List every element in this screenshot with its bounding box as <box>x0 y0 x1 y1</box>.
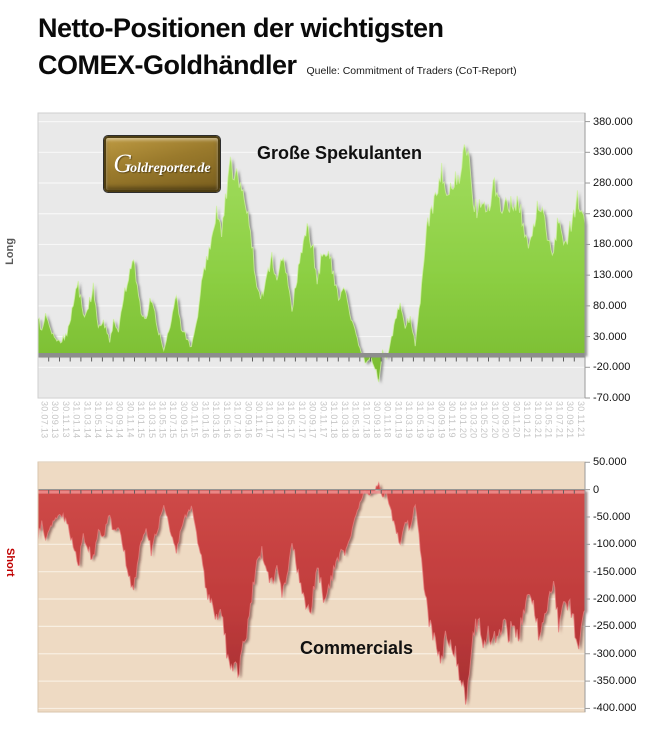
x-axis-date-label: 30.09.18 <box>371 401 382 439</box>
x-axis-date-label: 31.07.19 <box>425 401 436 439</box>
speculators-area <box>38 144 585 383</box>
y-tick-label: 130.000 <box>593 269 633 282</box>
y-tick-label: -20.000 <box>593 361 631 374</box>
x-axis-date-label: 31.05.14 <box>93 401 104 439</box>
y-tick-label: 280.000 <box>593 177 633 190</box>
y-tick-label: 50.000 <box>593 456 627 469</box>
x-axis-date-label: 31.03.17 <box>275 401 286 439</box>
x-axis-date-labels: 30.07.13 30.09.13 30.11.13 31.01.14 31.03.14… <box>38 400 590 458</box>
x-axis-date-label: 31.03.20 <box>468 401 479 439</box>
x-axis-date-label: 31.01.17 <box>264 401 275 439</box>
x-axis-date-label: 31.01.21 <box>522 401 533 439</box>
x-axis-date-label: 31.05.18 <box>350 401 361 439</box>
commercials-series-label: Commercials <box>300 638 414 658</box>
y-tick-label: -250.000 <box>593 620 637 633</box>
source-note: Quelle: Commitment of Traders (CoT-Repor… <box>306 65 517 77</box>
y-tick-label: 30.000 <box>593 330 627 343</box>
x-axis-date-label: 31.01.15 <box>136 401 147 439</box>
speculators-series-label: Große Spekulanten <box>257 143 423 163</box>
x-axis-date-label: 31.05.21 <box>543 401 554 439</box>
x-axis-date-label: 30.09.19 <box>436 401 447 439</box>
x-axis-date-label: 31.07.16 <box>232 401 243 439</box>
x-axis-date-label: 31.03.16 <box>211 401 222 439</box>
x-axis-date-label: 30.09.17 <box>307 401 318 439</box>
x-axis-date-label: 31.05.15 <box>157 401 168 439</box>
y-tick-label: -300.000 <box>593 647 637 660</box>
x-axis-date-label: 30.09.16 <box>243 401 254 439</box>
x-axis-date-label: 30.11.13 <box>60 401 71 438</box>
page-title-line2-text: COMEX-Goldhändler <box>38 50 297 80</box>
goldreporter-logo-text: Goldreporter.de <box>113 149 211 178</box>
x-axis-date-label: 31.07.14 <box>103 401 114 439</box>
x-axis-date-label: 30.09.20 <box>500 401 511 439</box>
x-axis-date-label: 31.03.18 <box>339 401 350 439</box>
x-axis-date-label: 30.09.13 <box>50 401 61 439</box>
x-axis-date-label: 31.05.16 <box>221 401 232 439</box>
x-axis-date-label: 31.05.19 <box>414 401 425 439</box>
y-tick-label: -150.000 <box>593 565 637 578</box>
y-tick-label: 0 <box>593 483 600 496</box>
x-axis-date-label: 30.11.17 <box>318 401 329 438</box>
x-axis-date-label: 30.09.15 <box>178 401 189 439</box>
speculators-area-svg <box>37 112 590 399</box>
x-axis-date-label: 30.11.16 <box>254 401 264 438</box>
commercials-area-chart <box>37 461 590 713</box>
x-axis-date-label: 30.11.14 <box>125 401 136 438</box>
x-axis-date-label: 30.07.13 <box>39 401 50 439</box>
x-axis-date-label: 31.07.18 <box>361 401 372 439</box>
x-axis-date-label: 31.03.15 <box>146 401 157 439</box>
goldreporter-logo: Goldreporter.de <box>104 136 220 192</box>
x-axis-date-label: 30.11.20 <box>511 401 522 438</box>
x-axis-date-label: 31.01.19 <box>393 401 404 439</box>
short-axis-label: Short <box>4 548 16 577</box>
y-tick-label: -70.000 <box>593 392 631 404</box>
x-axis-date-label: 30.11.19 <box>447 401 458 438</box>
y-tick-label: 330.000 <box>593 146 633 159</box>
x-axis-date-label: 31.01.20 <box>457 401 468 439</box>
y-tick-label: 180.000 <box>593 238 633 251</box>
y-tick-label: -100.000 <box>593 538 637 551</box>
title-block: Netto-Positionen der wichtigsten COMEX-G… <box>38 10 517 90</box>
x-axis-date-label: 31.01.18 <box>329 401 340 439</box>
y-tick-label: 380.000 <box>593 115 633 128</box>
x-axis-date-label: 30.11.18 <box>382 401 393 438</box>
y-tick-label: 80.000 <box>593 299 627 312</box>
x-axis-date-label: 31.07.20 <box>489 401 500 439</box>
commercials-area-svg <box>37 461 590 713</box>
y-tick-label: 230.000 <box>593 207 633 220</box>
y-tick-label: -400.000 <box>593 702 637 715</box>
x-axis-date-label: 31.07.15 <box>168 401 179 439</box>
y-tick-label: -50.000 <box>593 510 631 523</box>
commercials-area <box>38 482 585 705</box>
x-axis-date-label: 30.11.15 <box>189 401 200 438</box>
x-axis-date-label: 31.03.14 <box>82 401 93 439</box>
speculators-area-chart <box>37 112 590 399</box>
x-axis-date-label: 30.09.14 <box>114 401 125 439</box>
page-title-line1: Netto-Positionen der wichtigsten <box>38 13 444 43</box>
x-axis-date-label: 31.07.17 <box>296 401 307 439</box>
x-axis-date-label: 31.05.20 <box>479 401 490 439</box>
x-axis-date-label: 31.07.21 <box>554 401 565 439</box>
y-tick-label: -350.000 <box>593 675 637 688</box>
x-axis-date-label: 31.05.17 <box>286 401 297 439</box>
x-axis-date-label: 31.01.16 <box>200 401 211 439</box>
x-axis-date-label: 31.01.14 <box>71 401 82 439</box>
x-axis-date-label: 30.09.21 <box>565 401 576 439</box>
page-title-line2: COMEX-Goldhändler Quelle: Commitment of T… <box>38 47 517 90</box>
x-axis-date-label: 31.03.21 <box>532 401 543 439</box>
x-axis-date-label: 31.03.19 <box>404 401 415 439</box>
long-axis-label: Long <box>4 238 16 265</box>
x-axis-date-label: 30.11.21 <box>575 401 586 438</box>
y-tick-label: -200.000 <box>593 593 637 606</box>
